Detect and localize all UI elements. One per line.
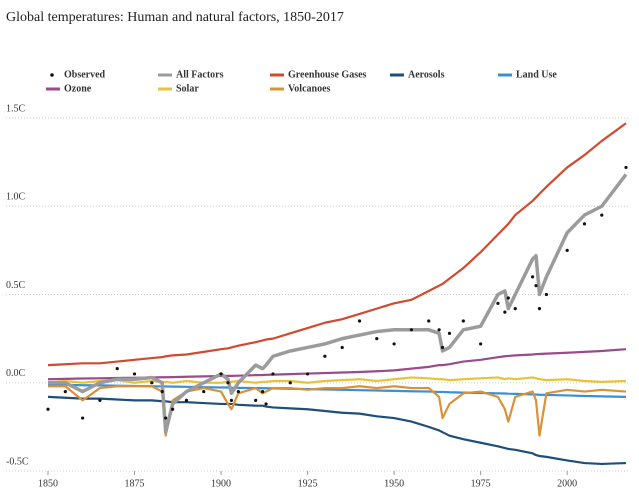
- observed-point: [496, 301, 500, 305]
- legend-label: Solar: [176, 83, 199, 94]
- observed-point: [506, 296, 510, 300]
- observed-point: [544, 292, 548, 297]
- observed-point: [219, 372, 223, 376]
- y-tick-label: 1.0C: [6, 192, 26, 203]
- observed-point: [81, 416, 85, 420]
- observed-point: [46, 407, 50, 411]
- observed-point: [447, 331, 452, 335]
- legend-label: Aerosols: [408, 69, 445, 80]
- observed-point: [565, 248, 569, 252]
- observed-point: [236, 389, 240, 394]
- observed-point: [530, 275, 535, 279]
- legend-label: Volcanoes: [288, 83, 331, 94]
- y-tick-label: -0.5C: [6, 456, 29, 467]
- y-tick-label: 1.5C: [6, 103, 26, 114]
- observed-point: [582, 222, 587, 226]
- observed-point: [98, 398, 102, 402]
- observed-point: [427, 319, 431, 323]
- x-tick-label: 2000: [557, 478, 577, 489]
- series-line: [47, 348, 627, 381]
- observed-point: [440, 345, 445, 350]
- x-tick-label: 1875: [125, 478, 145, 489]
- x-tick-label: 1850: [38, 478, 58, 489]
- observed-point: [132, 372, 137, 376]
- observed-point: [63, 389, 67, 394]
- x-tick-label: 1975: [471, 478, 491, 489]
- observed-point: [202, 389, 206, 394]
- observed-point: [323, 354, 327, 358]
- observed-point: [624, 165, 628, 170]
- observed-point: [115, 367, 119, 371]
- observed-point: [503, 310, 507, 314]
- series-line: [47, 376, 627, 384]
- x-tick-label: 1925: [298, 478, 318, 489]
- observed-point: [437, 328, 441, 332]
- observed-point: [264, 402, 268, 406]
- observed-point: [357, 319, 362, 323]
- series-line: [48, 173, 628, 434]
- observed-point: [305, 372, 310, 376]
- legend-marker: [50, 73, 54, 77]
- observed-point: [170, 407, 175, 411]
- legend-label: Land Use: [516, 69, 557, 80]
- observed-point: [288, 381, 292, 385]
- observed-point: [271, 372, 275, 376]
- observed-point: [229, 398, 234, 402]
- observed-point: [479, 342, 483, 346]
- legend-label: All Factors: [176, 69, 224, 80]
- x-tick-label: 1900: [211, 478, 231, 489]
- observed-point: [260, 389, 265, 394]
- observed-point: [340, 345, 344, 350]
- observed-point: [254, 398, 258, 402]
- legend-label: Greenhouse Gases: [288, 69, 367, 80]
- x-tick-label: 1950: [384, 478, 404, 489]
- observed-point: [534, 284, 538, 288]
- observed-point: [150, 381, 154, 385]
- observed-point: [537, 307, 542, 311]
- observed-point: [409, 328, 414, 332]
- series-line: [47, 122, 627, 367]
- y-tick-label: 0.0C: [6, 368, 26, 379]
- observed-point: [226, 381, 230, 385]
- observed-point: [184, 398, 189, 402]
- observed-point: [160, 389, 164, 394]
- chart-title: Global temperatures: Human and natural f…: [6, 10, 344, 25]
- observed-point: [375, 337, 379, 341]
- observed-point: [461, 319, 465, 323]
- observed-point: [513, 307, 517, 311]
- legend-label: Observed: [64, 69, 106, 80]
- legend-label: Ozone: [64, 83, 92, 94]
- y-tick-label: 0.5C: [6, 280, 26, 291]
- observed-point: [164, 416, 168, 420]
- observed-point: [392, 342, 396, 346]
- observed-point: [600, 213, 604, 217]
